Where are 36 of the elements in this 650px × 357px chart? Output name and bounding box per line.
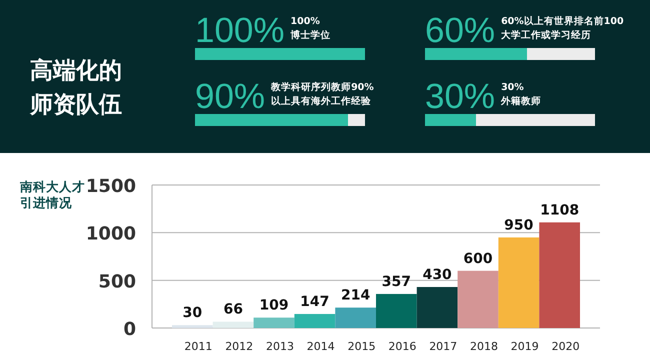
- data-label: 600: [463, 250, 493, 267]
- data-label: 357: [382, 274, 412, 290]
- y-tick-label: 0: [123, 319, 136, 340]
- x-tick-label: 2018: [470, 340, 498, 353]
- data-label: 109: [259, 298, 289, 314]
- data-label: 30%: [501, 82, 524, 93]
- x-tick-label: 2016: [388, 340, 416, 353]
- data-label: 147: [300, 294, 330, 310]
- text: 高端化的师资队伍: [29, 57, 122, 118]
- data-label: 214: [340, 288, 370, 304]
- x-tick-label: 2020: [552, 340, 580, 353]
- y-tick-label: 1500: [86, 176, 136, 197]
- category-label: 外籍教师: [501, 96, 542, 107]
- text: 30%: [425, 77, 496, 116]
- x-tick-label: 2019: [510, 340, 539, 353]
- x-tick-label: 2012: [225, 340, 254, 353]
- data-label: 66: [223, 302, 243, 318]
- x-tick-label: 2014: [306, 340, 335, 353]
- category-label: 60%以上有世界排名前100 大学工作或学习经历: [500, 15, 624, 41]
- data-label: 950: [504, 217, 534, 234]
- text: 100%: [195, 11, 285, 50]
- data-label: 430: [422, 267, 452, 284]
- chart-title: 南科大人才引进情况: [19, 179, 85, 210]
- x-tick-label: 2013: [266, 340, 294, 353]
- category-label: 教学科研序列教师90% 以上具有海外工作经验: [270, 81, 374, 107]
- x-tick-label: 2017: [429, 340, 458, 353]
- category-label: 博士学位: [290, 30, 331, 41]
- data-label: 90%: [195, 77, 266, 116]
- x-tick-label: 2015: [348, 340, 376, 353]
- data-label: 30: [182, 305, 202, 322]
- y-tick-label: 500: [98, 271, 136, 292]
- y-tick-label: 1000: [86, 224, 136, 245]
- data-label: 100%: [290, 16, 320, 27]
- x-tick-label: 2011: [184, 340, 212, 353]
- data-label: 60%: [425, 11, 496, 50]
- data-label: 1108: [540, 202, 580, 218]
